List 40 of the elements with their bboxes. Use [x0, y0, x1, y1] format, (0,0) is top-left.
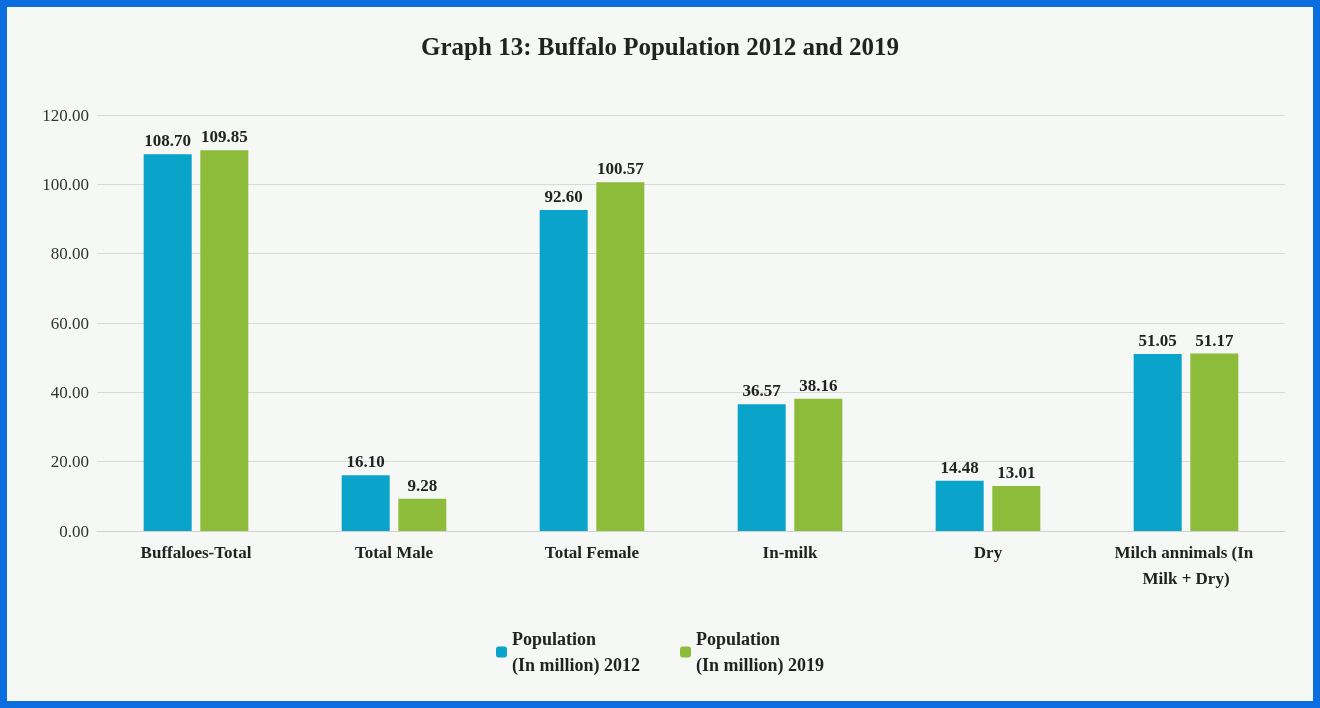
y-tick-label: 120.00	[42, 105, 89, 125]
legend-label: Population (In million) 2019	[696, 629, 825, 676]
y-tick-label: 0.00	[59, 521, 89, 541]
data-label: 14.48	[940, 457, 979, 477]
bar	[794, 398, 843, 531]
bar	[341, 475, 390, 531]
y-tick-label: 60.00	[50, 313, 89, 333]
y-tick-label: 40.00	[50, 382, 89, 402]
y-tick-label: 80.00	[50, 244, 89, 264]
data-label: 13.01	[997, 462, 1036, 482]
bar	[596, 182, 645, 531]
data-label: 38.16	[799, 375, 838, 395]
bar	[737, 404, 786, 531]
data-label: 109.85	[200, 127, 248, 147]
chart-title: Graph 13: Buffalo Population 2012 and 2019	[421, 33, 899, 60]
bar	[143, 154, 192, 531]
bar	[539, 209, 588, 531]
x-tick-label: Total Male	[354, 542, 434, 562]
data-label: 100.57	[596, 159, 645, 179]
x-tick-label: Milch annimals (In Milk + Dry)	[1114, 542, 1258, 588]
data-label: 9.28	[407, 475, 438, 495]
y-tick-label: 20.00	[50, 452, 89, 472]
x-tick-label: In-milk	[762, 542, 818, 562]
data-label: 51.05	[1138, 331, 1177, 351]
data-label: 16.10	[346, 452, 385, 472]
bar	[992, 485, 1041, 531]
x-tick-label: Dry	[973, 542, 1003, 562]
legend-label: Population (In million) 2012	[511, 629, 640, 676]
bar	[935, 480, 984, 531]
x-tick-label: Total Female	[544, 542, 640, 562]
data-label: 51.17	[1195, 330, 1234, 350]
bar	[200, 150, 249, 531]
y-tick-label: 100.00	[42, 174, 89, 194]
data-label: 108.70	[144, 131, 192, 151]
x-tick-label: Buffaloes-Total	[140, 542, 252, 562]
data-label: 36.57	[742, 381, 782, 401]
bar	[398, 498, 447, 531]
bar	[1133, 354, 1182, 531]
data-label: 92.60	[544, 186, 583, 206]
bar	[1190, 353, 1239, 531]
